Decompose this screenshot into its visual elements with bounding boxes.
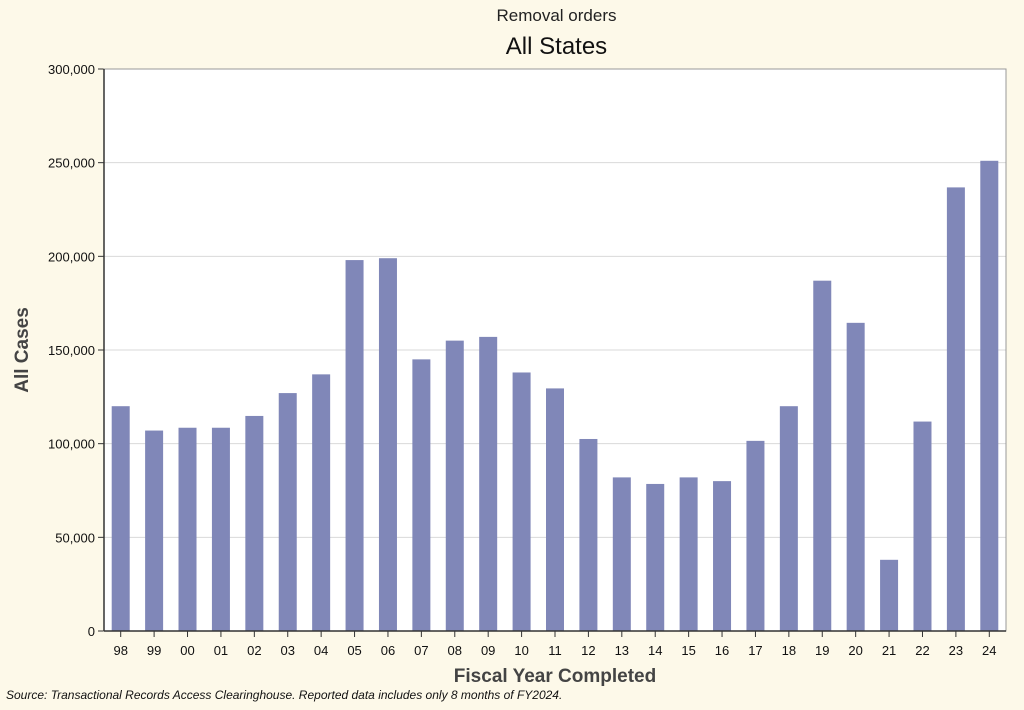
bar	[813, 280, 832, 631]
x-tick-label: 24	[982, 643, 996, 658]
bar	[345, 260, 364, 631]
x-tick-label: 19	[815, 643, 829, 658]
bar	[980, 160, 999, 631]
bar	[913, 421, 932, 631]
x-tick-label: 13	[615, 643, 629, 658]
x-tick-label: 18	[782, 643, 796, 658]
bar	[846, 322, 865, 631]
bar	[512, 372, 531, 631]
bar	[679, 477, 698, 631]
x-tick-label: 17	[748, 643, 762, 658]
x-tick-label: 10	[514, 643, 528, 658]
x-tick-label: 99	[147, 643, 161, 658]
bar	[211, 427, 230, 631]
bar	[546, 388, 564, 631]
chart-title: All States	[505, 33, 608, 60]
x-tick-label: 23	[949, 643, 963, 658]
x-tick-label: 15	[681, 643, 695, 658]
bar	[245, 415, 264, 631]
y-tick-label: 0	[88, 624, 95, 639]
x-tick-label: 21	[882, 643, 896, 658]
x-tick-label: 03	[281, 643, 295, 658]
y-tick-label: 200,000	[48, 249, 95, 264]
bar	[612, 477, 631, 631]
y-axis-label: All Cases	[12, 307, 33, 393]
y-tick-label: 100,000	[48, 437, 95, 452]
chart-subtitle: Removal orders	[496, 6, 617, 25]
bar	[579, 438, 598, 631]
bar	[445, 340, 464, 631]
x-tick-label: 09	[481, 643, 495, 658]
x-tick-label: 01	[214, 643, 228, 658]
y-tick-label: 50,000	[55, 530, 95, 545]
bar	[746, 440, 765, 631]
x-tick-label: 08	[448, 643, 462, 658]
y-tick-label: 150,000	[48, 343, 95, 358]
bar	[412, 359, 431, 631]
x-tick-label: 02	[247, 643, 261, 658]
y-tick-label: 300,000	[48, 62, 95, 77]
x-tick-label: 20	[848, 643, 862, 658]
bar	[479, 336, 498, 631]
x-tick-label: 16	[715, 643, 729, 658]
x-tick-label: 14	[648, 643, 662, 658]
source-note: Source: Transactional Records Access Cle…	[6, 688, 563, 702]
x-tick-label: 98	[113, 643, 127, 658]
x-tick-label: 06	[381, 643, 395, 658]
bar	[946, 187, 965, 632]
bar	[646, 483, 665, 631]
bar	[880, 559, 899, 631]
bar	[111, 406, 130, 631]
y-tick-label: 250,000	[48, 156, 95, 171]
x-tick-label: 07	[414, 643, 428, 658]
x-axis-label: Fiscal Year Completed	[454, 666, 656, 687]
bar	[312, 374, 331, 631]
x-tick-label: 04	[314, 643, 328, 658]
bar	[145, 430, 164, 631]
bar	[779, 406, 798, 631]
bar	[713, 481, 732, 631]
bar	[178, 427, 197, 631]
bar	[278, 393, 297, 631]
x-tick-label: 22	[915, 643, 929, 658]
bar	[378, 258, 397, 631]
x-tick-label: 11	[548, 643, 562, 658]
x-tick-label: 12	[581, 643, 595, 658]
x-tick-label: 00	[180, 643, 194, 658]
x-tick-label: 05	[347, 643, 361, 658]
